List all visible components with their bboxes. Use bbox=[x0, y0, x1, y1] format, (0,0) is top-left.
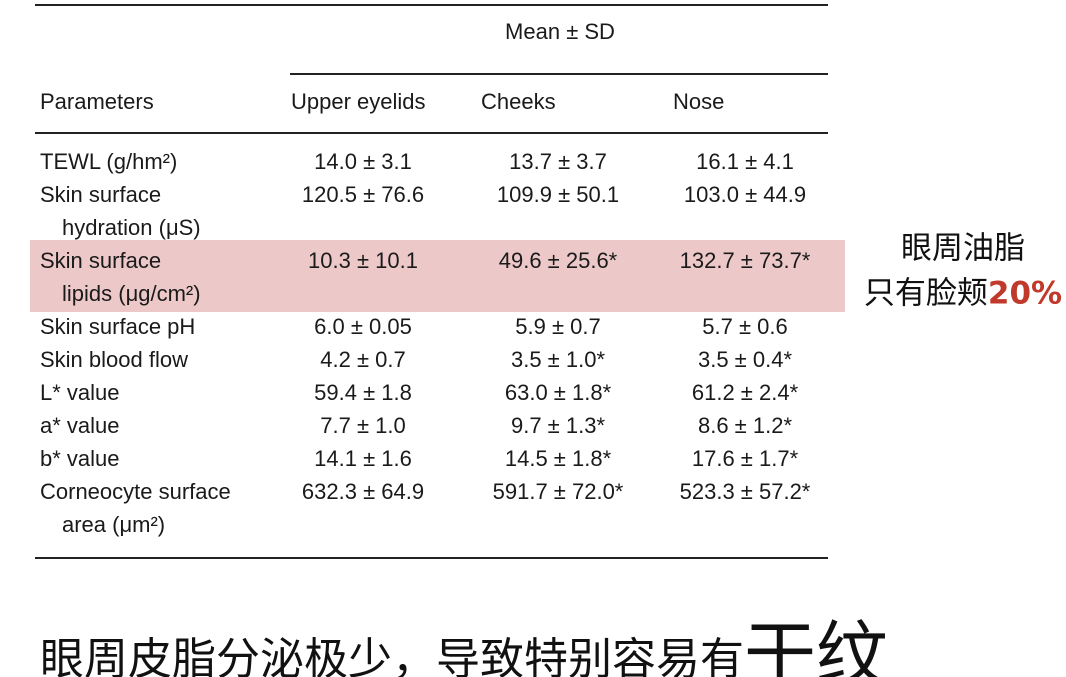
row-label: Corneocyte surface bbox=[40, 479, 231, 504]
row-label: TEWL (g/hm²) bbox=[40, 149, 178, 174]
side-note: 眼周油脂 bbox=[901, 230, 1025, 267]
rule bbox=[290, 73, 828, 75]
cell: 10.3 ± 10.1 bbox=[308, 248, 418, 273]
row-label: Skin blood flow bbox=[40, 347, 188, 372]
cell: 14.0 ± 3.1 bbox=[314, 149, 412, 174]
cell: 7.7 ± 1.0 bbox=[320, 413, 406, 438]
row-label: a* value bbox=[40, 413, 120, 438]
cell: 8.6 ± 1.2* bbox=[697, 413, 793, 438]
cell: 3.5 ± 0.4* bbox=[697, 347, 793, 372]
cell: 14.5 ± 1.8* bbox=[504, 446, 612, 471]
cell: 109.9 ± 50.1 bbox=[496, 182, 620, 207]
cell: 9.7 ± 1.3* bbox=[510, 413, 606, 438]
row-label: Skin surface bbox=[40, 182, 162, 207]
cell: 3.5 ± 1.0* bbox=[510, 347, 606, 372]
column-header: Nose bbox=[673, 89, 725, 114]
caption: 眼周皮脂分泌极少，导致特别容易有干纹 bbox=[40, 596, 888, 677]
caption-emphasis: 干纹 bbox=[744, 613, 889, 677]
cell: 61.2 ± 2.4* bbox=[691, 380, 799, 405]
cell: 132.7 ± 73.7* bbox=[679, 248, 811, 273]
side-note: 只有脸颊20% bbox=[864, 268, 1062, 313]
row-label: b* value bbox=[40, 446, 120, 471]
row-highlight bbox=[30, 240, 845, 312]
cell: 6.0 ± 0.05 bbox=[314, 314, 412, 339]
cell: 63.0 ± 1.8* bbox=[504, 380, 612, 405]
cell: 59.4 ± 1.8 bbox=[314, 380, 412, 405]
row-label: lipids (μg/cm²) bbox=[62, 281, 201, 306]
cell: 14.1 ± 1.6 bbox=[314, 446, 412, 471]
row-label: area (μm²) bbox=[62, 512, 166, 537]
column-header: Cheeks bbox=[481, 89, 556, 114]
cell: 523.3 ± 57.2* bbox=[679, 479, 811, 504]
cell: 4.2 ± 0.7 bbox=[320, 347, 406, 372]
cell: 632.3 ± 64.9 bbox=[301, 479, 425, 504]
row-label: Skin surface bbox=[40, 248, 162, 273]
column-header: Upper eyelids bbox=[291, 89, 426, 114]
caption-text: 眼周皮脂分泌极少，导致特别容易有 bbox=[40, 634, 744, 677]
cell: 120.5 ± 76.6 bbox=[301, 182, 425, 207]
column-header: Parameters bbox=[40, 89, 154, 114]
side-note-highlight: 20% bbox=[987, 275, 1063, 312]
cell: 5.9 ± 0.7 bbox=[515, 314, 601, 339]
group-header: Mean ± SD bbox=[505, 19, 615, 44]
side-note-text: 只有脸颊 bbox=[863, 275, 988, 312]
rule bbox=[35, 132, 828, 134]
cell: 16.1 ± 4.1 bbox=[696, 149, 794, 174]
row-label: hydration (μS) bbox=[62, 215, 201, 240]
cell: 5.7 ± 0.6 bbox=[702, 314, 788, 339]
cell: 49.6 ± 25.6* bbox=[498, 248, 618, 273]
rule bbox=[35, 557, 828, 559]
row-label: L* value bbox=[40, 380, 120, 405]
row-label: Skin surface pH bbox=[40, 314, 196, 339]
rule bbox=[35, 4, 828, 6]
cell: 13.7 ± 3.7 bbox=[509, 149, 607, 174]
cell: 591.7 ± 72.0* bbox=[492, 479, 624, 504]
cell: 103.0 ± 44.9 bbox=[683, 182, 807, 207]
cell: 17.6 ± 1.7* bbox=[691, 446, 799, 471]
